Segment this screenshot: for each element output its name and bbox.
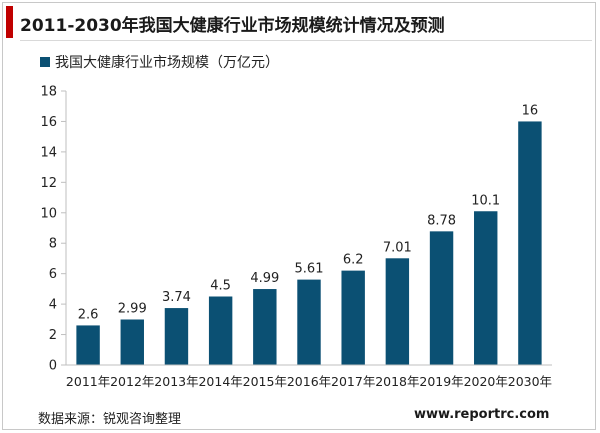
bar	[474, 211, 498, 365]
y-tick-label: 2	[49, 328, 57, 343]
x-tick-label: 2016年	[287, 374, 331, 389]
bar	[429, 231, 454, 365]
y-tick-label: 16	[40, 115, 57, 130]
x-tick-label: 2015年	[243, 374, 287, 389]
x-tick-label: 2030年	[508, 374, 552, 389]
y-tick-label: 14	[40, 145, 57, 160]
legend-label: 我国大健康行业市场规模（万亿元）	[55, 55, 279, 71]
title-divider	[20, 40, 592, 41]
x-tick-label: 2014年	[198, 374, 242, 389]
website-link[interactable]: www.reportrc.com	[414, 407, 550, 422]
data-label: 10.1	[471, 193, 500, 208]
bar	[385, 258, 410, 365]
x-tick-label: 2011年	[66, 374, 110, 389]
data-label: 5.61	[295, 262, 324, 277]
data-label: 16	[522, 103, 539, 118]
data-label: 4.99	[250, 271, 279, 286]
y-tick-label: 8	[49, 237, 57, 252]
data-label: 4.5	[210, 279, 231, 294]
data-label: 2.99	[118, 301, 147, 316]
y-tick-label: 4	[49, 298, 57, 313]
legend-swatch	[40, 57, 50, 67]
y-tick-label: 6	[49, 267, 57, 282]
y-tick-label: 10	[40, 206, 57, 221]
y-tick-label: 12	[40, 176, 57, 191]
chart-frame	[2, 2, 596, 430]
data-label: 7.01	[383, 240, 412, 255]
y-axis: 0 2 4 6 8 10 12 14 16 18	[40, 85, 67, 374]
x-tick-label: 2017年	[331, 374, 375, 389]
title-accent-bar	[6, 6, 13, 38]
bar	[164, 308, 189, 365]
data-label: 2.6	[78, 307, 99, 322]
bars: 2.6 2.99 3.74 4.5 4.99 5.61 6.2 7.01 8.78 10.1 16	[76, 103, 542, 365]
page-title: 2011-2030年我国大健康行业市场规模统计情况及预测	[20, 16, 445, 36]
data-source-note: 数据来源：锐观咨询整理	[38, 412, 182, 427]
bar	[297, 279, 321, 365]
bar	[208, 296, 233, 365]
x-tick-label: 2018年	[375, 374, 419, 389]
chart-legend: 我国大健康行业市场规模（万亿元）	[40, 52, 279, 72]
x-tick-label: 2013年	[154, 374, 198, 389]
bar	[341, 270, 365, 365]
bar	[518, 121, 542, 365]
data-label: 8.78	[427, 213, 456, 228]
x-tick-label: 2019年	[419, 374, 463, 389]
bar	[76, 325, 100, 365]
y-tick-label: 0	[49, 359, 57, 374]
data-label: 6.2	[343, 253, 364, 268]
bar	[253, 289, 277, 365]
bar	[120, 319, 144, 365]
data-label: 3.74	[162, 290, 191, 305]
x-tick-label: 2020年	[464, 374, 508, 389]
y-tick-label: 18	[40, 85, 57, 100]
x-axis: 2011年 2012年 2013年 2014年 2015年 2016年 2017年 2018年…	[66, 364, 552, 389]
x-tick-label: 2012年	[110, 374, 154, 389]
